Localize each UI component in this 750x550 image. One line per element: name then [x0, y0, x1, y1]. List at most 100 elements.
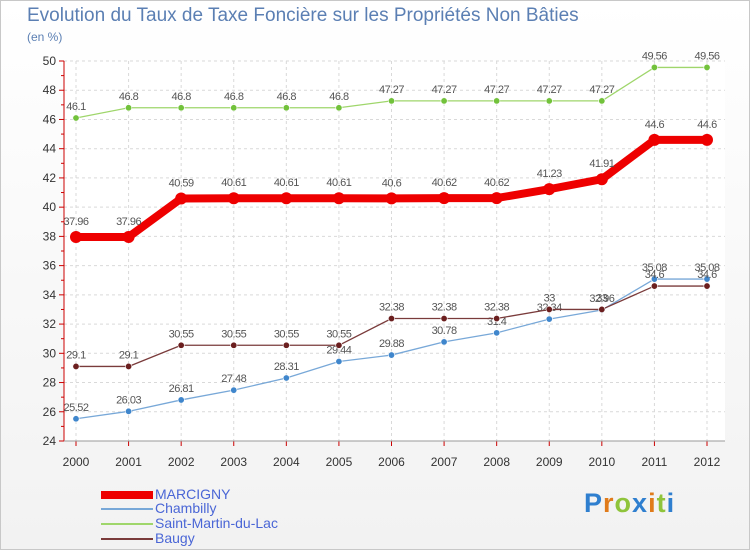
- legend-label: Chambilly: [155, 500, 217, 516]
- x-tick-label: 2011: [642, 455, 668, 469]
- logo-letter: o: [614, 488, 633, 518]
- x-tick-label: 2006: [378, 455, 405, 469]
- data-point-saint-martin-du-lac: [440, 97, 448, 105]
- y-tick-label: 24: [43, 434, 57, 448]
- data-label-saint-martin-du-lac: 47.27: [537, 84, 562, 96]
- data-label-marcigny: 40.6: [382, 177, 402, 189]
- x-tick-label: 2012: [694, 455, 721, 469]
- data-point-chambilly: [545, 315, 553, 323]
- data-point-saint-martin-du-lac: [125, 104, 133, 112]
- data-label-chambilly: 32.96: [589, 293, 614, 305]
- plot-area: [64, 61, 725, 441]
- data-point-baugy: [598, 305, 606, 313]
- data-label-baugy: 32.38: [484, 302, 509, 314]
- data-label-marcigny: 37.96: [63, 216, 88, 228]
- legend-label: Saint-Martin-du-Lac: [155, 515, 278, 531]
- data-point-chambilly: [125, 407, 133, 415]
- data-point-chambilly: [440, 338, 448, 346]
- logo-letter: i: [648, 488, 657, 518]
- data-point-saint-martin-du-lac: [177, 104, 185, 112]
- data-label-chambilly: 35.08: [694, 262, 719, 274]
- data-point-saint-martin-du-lac: [72, 114, 80, 122]
- data-label-marcigny: 40.62: [484, 177, 509, 189]
- data-point-marcigny: [438, 192, 451, 205]
- data-point-marcigny: [543, 183, 556, 196]
- data-point-chambilly: [72, 415, 80, 423]
- data-point-marcigny: [490, 192, 503, 205]
- data-point-baugy: [545, 305, 553, 313]
- data-label-baugy: 30.55: [221, 328, 246, 340]
- data-point-saint-martin-du-lac: [493, 97, 501, 105]
- data-point-chambilly: [282, 374, 290, 382]
- data-point-marcigny: [701, 133, 713, 146]
- data-label-saint-martin-du-lac: 46.8: [329, 91, 349, 103]
- data-point-saint-martin-du-lac: [703, 63, 711, 71]
- data-label-chambilly: 27.48: [221, 373, 246, 385]
- data-label-chambilly: 35.08: [642, 262, 667, 274]
- y-tick-label: 50: [43, 54, 57, 68]
- data-label-baugy: 34.6: [645, 269, 665, 281]
- unit-label: (en %): [27, 30, 63, 44]
- data-label-marcigny: 44.6: [697, 119, 717, 131]
- x-tick-label: 2000: [63, 455, 90, 469]
- data-label-marcigny: 41.91: [589, 158, 614, 170]
- legend-swatch: [101, 508, 153, 510]
- y-tick-label: 42: [43, 171, 57, 185]
- data-point-marcigny: [280, 192, 293, 205]
- x-tick-label: 2007: [431, 455, 458, 469]
- y-tick-label: 44: [43, 142, 57, 156]
- data-point-baugy: [440, 315, 448, 323]
- data-label-saint-martin-du-lac: 46.8: [119, 91, 139, 103]
- data-label-chambilly: 29.44: [326, 344, 351, 356]
- data-label-baugy: 32.38: [379, 302, 404, 314]
- data-label-marcigny: 37.96: [116, 216, 141, 228]
- data-label-chambilly: 29.88: [379, 338, 404, 350]
- x-tick-label: 2008: [483, 455, 510, 469]
- data-label-marcigny: 40.61: [326, 177, 351, 189]
- logo-letter: P: [584, 488, 604, 518]
- data-point-marcigny: [385, 192, 398, 205]
- data-label-chambilly: 28.31: [274, 361, 299, 373]
- logo-letter: i: [666, 488, 676, 518]
- data-point-chambilly: [650, 275, 658, 283]
- data-label-chambilly: 30.78: [432, 325, 457, 337]
- data-label-chambilly: 26.81: [169, 383, 194, 395]
- data-point-saint-martin-du-lac: [282, 104, 290, 112]
- data-point-baugy: [125, 362, 133, 370]
- proxiti-logo: Proxiti: [584, 488, 675, 519]
- data-point-baugy: [282, 341, 290, 349]
- data-label-baugy: 30.55: [326, 328, 351, 340]
- data-point-baugy: [177, 341, 185, 349]
- y-tick-label: 34: [43, 288, 57, 302]
- data-label-saint-martin-du-lac: 47.27: [432, 84, 457, 96]
- y-tick-label: 30: [43, 346, 57, 360]
- x-tick-label: 2001: [115, 455, 142, 469]
- data-point-baugy: [230, 341, 238, 349]
- data-point-baugy: [493, 315, 501, 323]
- data-point-baugy: [703, 282, 711, 290]
- data-point-chambilly: [703, 275, 711, 283]
- data-point-baugy: [335, 341, 343, 349]
- data-label-saint-martin-du-lac: 47.27: [484, 84, 509, 96]
- data-point-saint-martin-du-lac: [230, 104, 238, 112]
- data-label-saint-martin-du-lac: 46.8: [277, 91, 297, 103]
- data-label-marcigny: 40.62: [432, 177, 457, 189]
- data-point-saint-martin-du-lac: [650, 63, 658, 71]
- data-label-baugy: 33: [544, 292, 556, 304]
- data-point-chambilly: [335, 357, 343, 365]
- data-point-marcigny: [595, 173, 608, 186]
- data-label-baugy: 34.6: [697, 269, 717, 281]
- x-tick-label: 2003: [220, 455, 247, 469]
- data-label-baugy: 29.1: [66, 349, 86, 361]
- logo-letter: r: [603, 488, 615, 518]
- legend-swatch: [101, 523, 153, 525]
- data-label-baugy: 29.1: [119, 349, 139, 361]
- data-label-baugy: 30.55: [169, 328, 194, 340]
- data-label-saint-martin-du-lac: 46.8: [224, 91, 244, 103]
- logo-letter: x: [632, 488, 649, 518]
- x-tick-label: 2010: [588, 455, 615, 469]
- y-tick-label: 46: [43, 112, 57, 126]
- legend-swatch: [101, 491, 153, 499]
- data-label-saint-martin-du-lac: 46.8: [171, 91, 191, 103]
